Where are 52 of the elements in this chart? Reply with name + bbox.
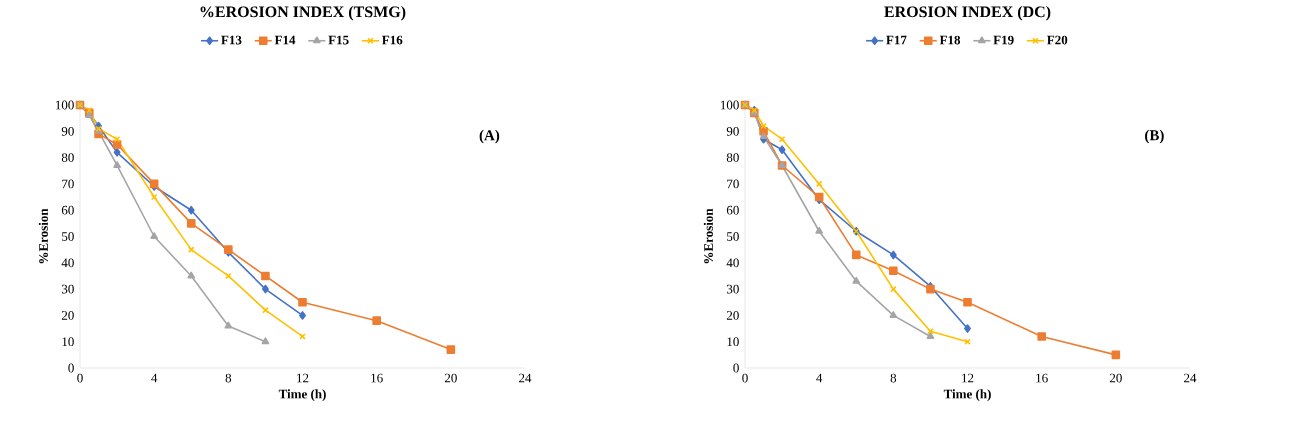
y-tick-label: 60 [726,205,739,215]
y-tick-label: 100 [720,100,739,110]
y-tick-label: 0 [733,363,739,373]
y-tick-label: 40 [726,258,739,268]
y-tick-label: 80 [726,153,739,162]
y-tick-label: 70 [62,179,74,189]
y-axis-title: %Erosion [38,208,48,264]
y-tick-label: 90 [61,126,74,136]
legend-label: F19 [993,35,1014,45]
y-tick-label: 50 [727,232,739,241]
x-tick-label: 24 [1184,373,1197,383]
chart-title: EROSION INDEX (DC) [884,5,1051,21]
y-tick-label: 20 [61,311,74,320]
y-tick-label: 30 [726,284,739,294]
legend-label: F14 [274,35,296,45]
legend-label: F17 [886,35,907,45]
x-tick-label: 0 [77,373,83,383]
x-tick-label: 0 [742,373,748,383]
annotation: (B) [1145,129,1164,144]
x-tick-label: 12 [962,373,974,383]
legend-label: F20 [1047,35,1068,45]
x-tick-label: 16 [371,373,383,383]
legend-label: F15 [328,35,349,45]
x-tick-label: 4 [816,373,823,383]
legend-label: F13 [221,35,242,45]
y-tick-label: 20 [726,311,739,320]
y-tick-label: 10 [727,337,739,347]
y-tick-label: 90 [726,126,739,136]
y-tick-label: 40 [61,258,74,268]
x-axis-title: Time (h) [278,389,326,402]
legend-label: F16 [382,35,403,45]
x-tick-label: 20 [444,373,457,383]
x-tick-label: 8 [225,373,232,383]
x-axis-title: Time (h) [943,389,991,402]
y-tick-label: 0 [68,363,74,373]
y-axis-title: %Erosion [703,208,713,264]
x-tick-label: 4 [151,373,158,383]
x-tick-label: 16 [1036,373,1048,383]
annotation: (A) [479,129,500,144]
x-tick-label: 24 [519,373,532,383]
y-tick-label: 80 [61,153,74,162]
x-tick-label: 20 [1109,373,1122,383]
y-tick-label: 30 [61,284,74,294]
y-tick-label: 100 [55,100,74,110]
y-tick-label: 70 [727,179,739,189]
chart-title: %EROSION INDEX (TSMG) [200,5,406,21]
x-tick-label: 12 [297,373,309,383]
y-tick-label: 60 [61,205,74,215]
x-tick-label: 8 [890,373,897,383]
y-tick-label: 10 [62,337,74,347]
y-tick-label: 50 [62,232,74,241]
legend-label: F18 [939,35,961,45]
